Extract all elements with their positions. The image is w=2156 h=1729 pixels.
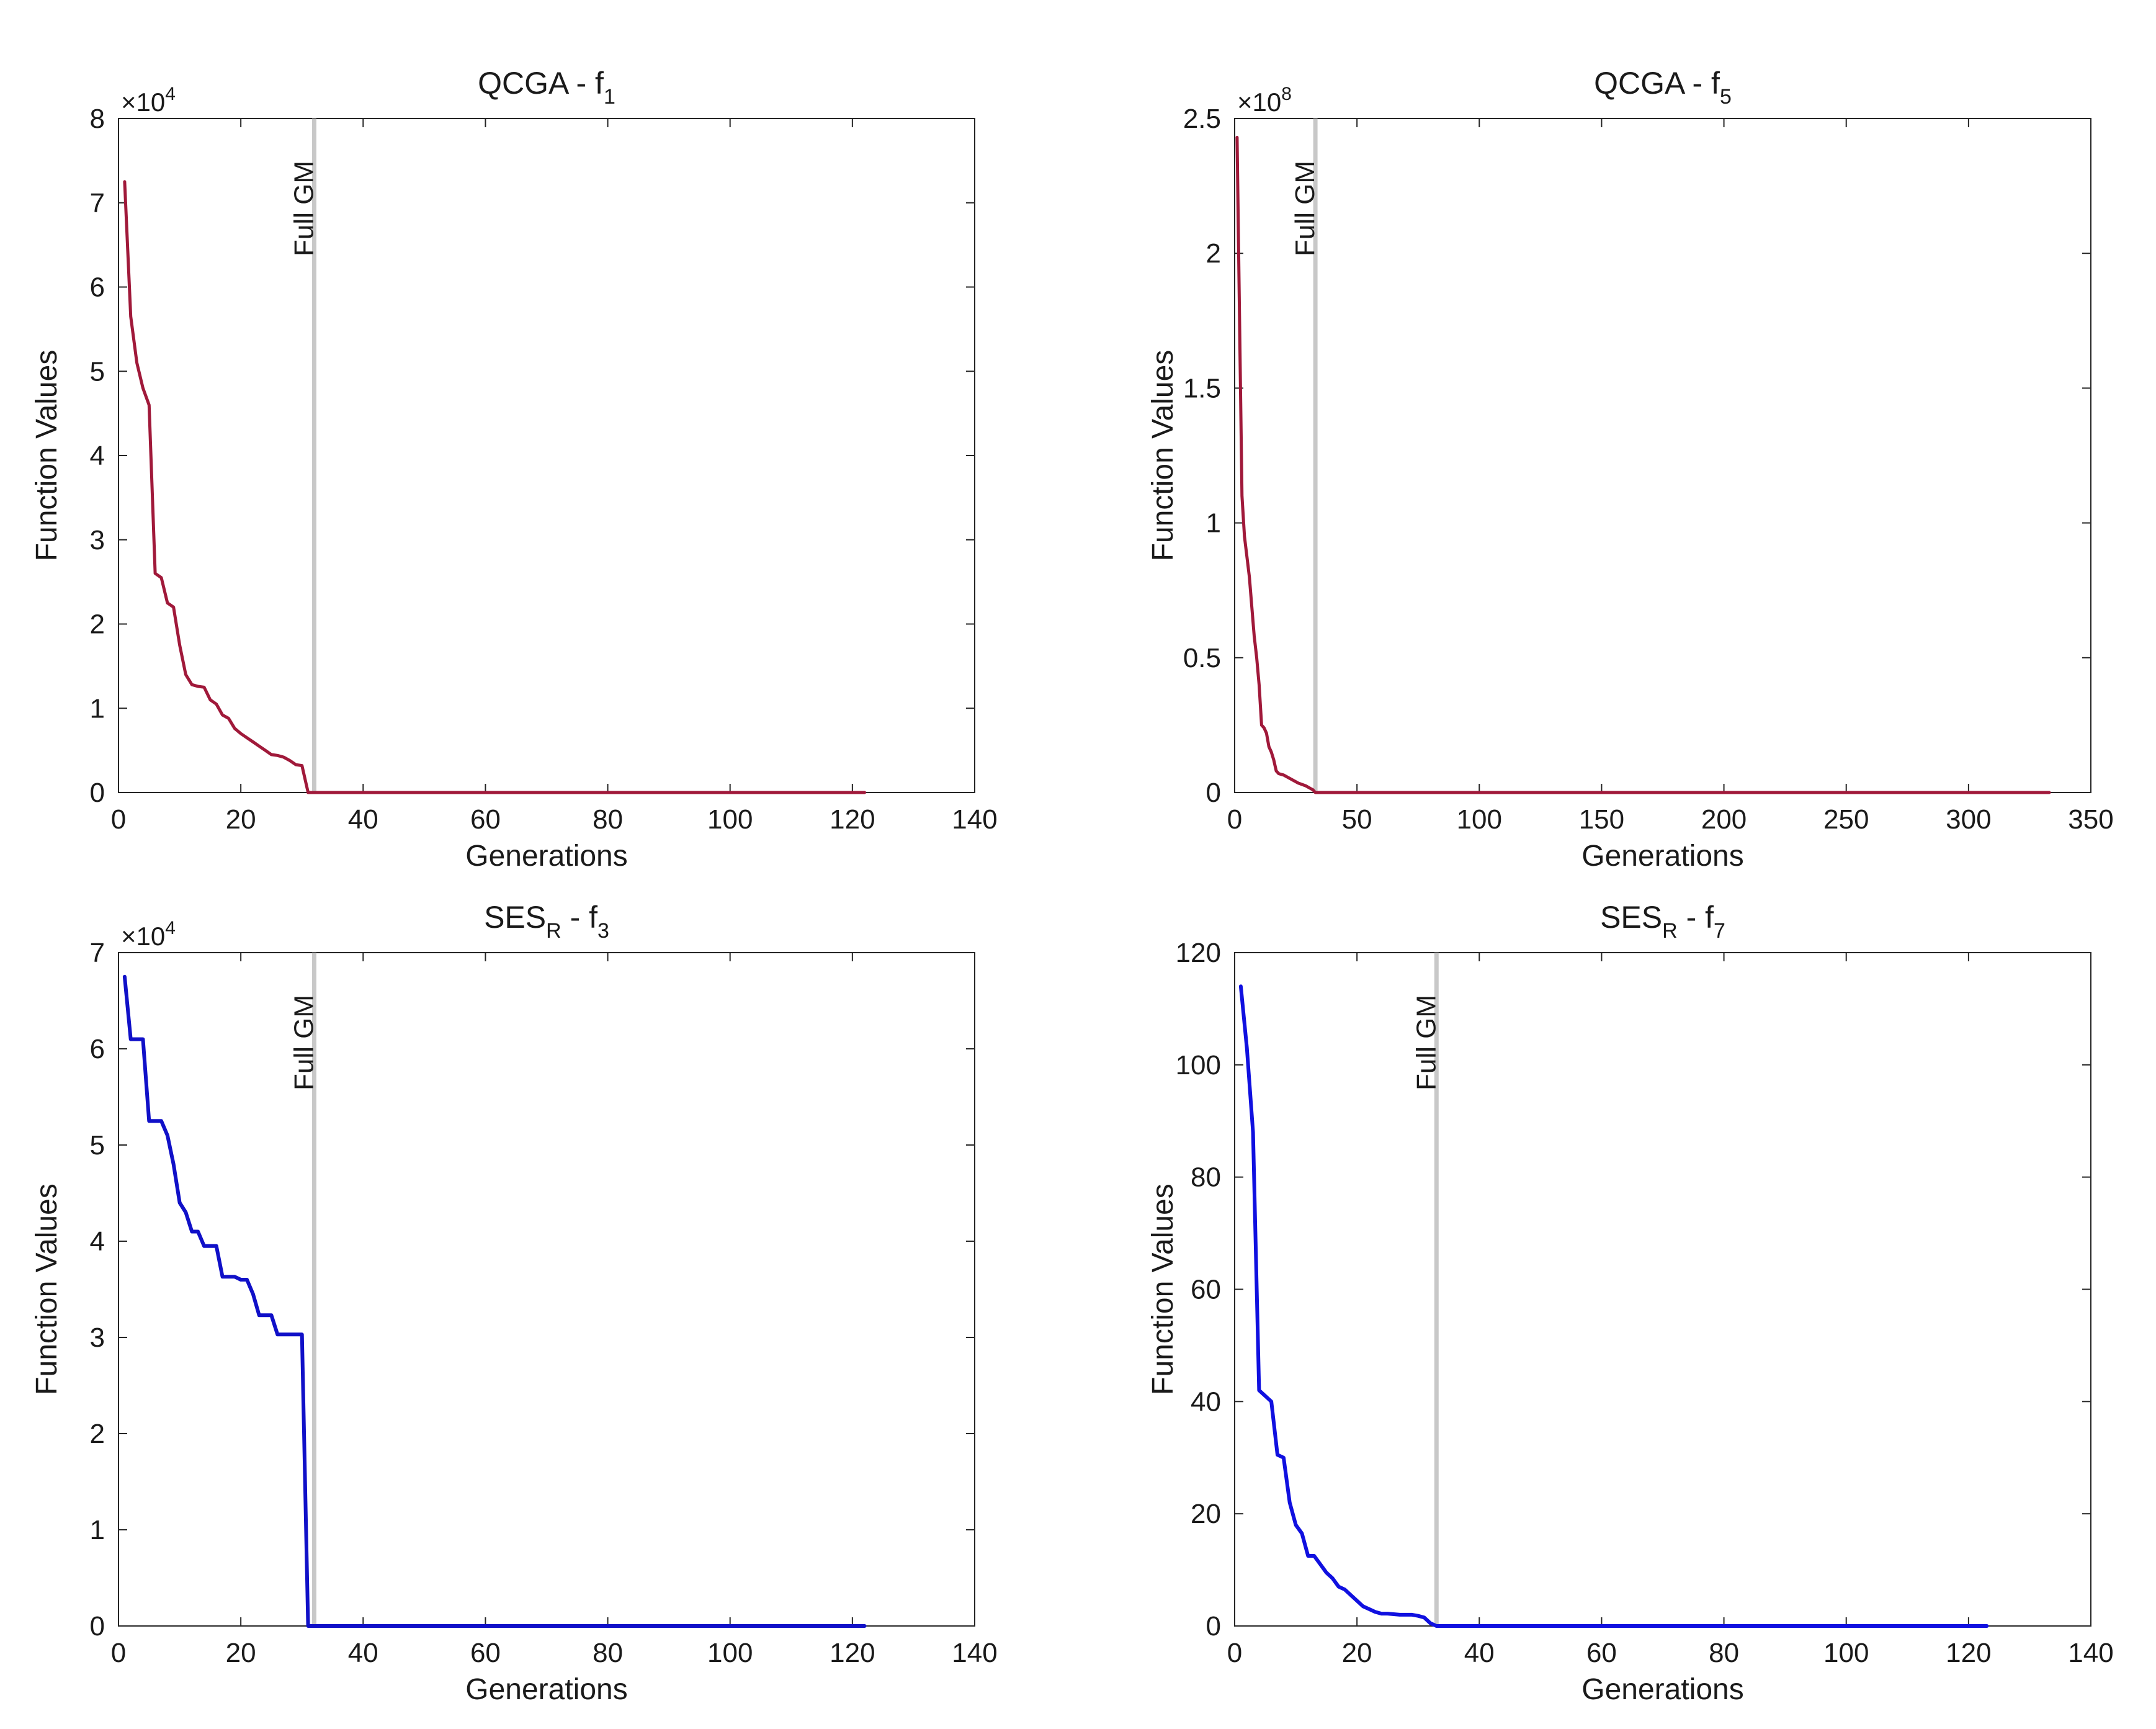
chart-title: SESR - f3 xyxy=(484,900,609,943)
x-tick-label: 80 xyxy=(593,1638,623,1668)
y-tick-label: 100 xyxy=(1176,1050,1221,1080)
y-tick-label: 5 xyxy=(90,356,105,387)
x-tick-label: 120 xyxy=(830,804,875,835)
chart-3: 0 20 40 60 80 100 120 140 0 1 2 3 4 5 6 7 ×104 SESR - f3 G… xyxy=(30,900,998,1706)
x-tick-label: 120 xyxy=(830,1638,875,1668)
x-tick-label: 250 xyxy=(1823,804,1869,835)
y-tick-label: 2 xyxy=(90,1419,105,1449)
series-line-qcga xyxy=(1235,135,2051,794)
full-gm-label: Full GM xyxy=(289,995,319,1090)
y-exponent-label: ×104 xyxy=(121,84,176,117)
x-tick-label: 350 xyxy=(2068,804,2113,835)
y-tick-label: 6 xyxy=(90,272,105,303)
y-tick-label: 3 xyxy=(90,1323,105,1353)
x-tick-label: 60 xyxy=(1586,1638,1617,1668)
x-tick-label: 140 xyxy=(952,804,997,835)
x-tick-label: 50 xyxy=(1342,804,1372,835)
plot-frame xyxy=(118,118,975,793)
chart-title: SESR - f7 xyxy=(1600,900,1725,943)
y-tick-label: 2.5 xyxy=(1183,104,1221,134)
x-tick-label: 300 xyxy=(1946,804,1991,835)
y-tick-label: 4 xyxy=(90,1226,105,1257)
x-tick-label: 60 xyxy=(470,804,501,835)
y-tick-label: 120 xyxy=(1176,938,1221,968)
series-line-ses-r xyxy=(122,974,867,1628)
y-tick-label: 3 xyxy=(90,525,105,555)
x-tick-label: 200 xyxy=(1701,804,1747,835)
y-tick-label: 5 xyxy=(90,1130,105,1161)
chart-4: 0 20 40 60 80 100 120 140 0 20 40 60 80 100 120 SESR - … xyxy=(1147,900,2114,1706)
x-tick-label: 20 xyxy=(226,1638,256,1668)
x-tick-label: 140 xyxy=(2068,1638,2113,1668)
y-axis-label: Function Values xyxy=(1147,1183,1179,1395)
x-tick-label: 100 xyxy=(707,1638,753,1668)
x-axis-label: Generations xyxy=(465,840,628,873)
y-tick-label: 1 xyxy=(90,1515,105,1545)
y-tick-label: 7 xyxy=(90,188,105,218)
y-tick-label: 20 xyxy=(1191,1499,1221,1529)
x-tick-label: 40 xyxy=(1464,1638,1495,1668)
plot-frame xyxy=(1234,118,2091,793)
y-tick-label: 8 xyxy=(90,104,105,134)
series-line-ses-r xyxy=(1238,984,1989,1628)
x-axis-label: Generations xyxy=(465,1673,628,1706)
y-tick-label: 2 xyxy=(1206,238,1221,269)
x-axis-label: Generations xyxy=(1581,840,1744,873)
y-axis-label: Function Values xyxy=(30,1183,63,1395)
y-tick-label: 40 xyxy=(1191,1386,1221,1417)
y-tick-label: 2 xyxy=(90,609,105,640)
x-tick-label: 60 xyxy=(470,1638,501,1668)
plot-frame xyxy=(1234,952,2091,1627)
x-tick-label: 100 xyxy=(1457,804,1502,835)
chart-title: QCGA - f5 xyxy=(1594,66,1732,109)
x-tick-label: 40 xyxy=(348,804,378,835)
x-tick-label: 0 xyxy=(1227,804,1242,835)
x-tick-label: 80 xyxy=(593,804,623,835)
chart-1: 0 20 40 60 80 100 120 140 0 1 2 3 4 5 6 7 8 ×104 QCGA - f1… xyxy=(30,66,998,873)
y-tick-label: 0 xyxy=(90,778,105,808)
x-tick-label: 40 xyxy=(348,1638,378,1668)
x-axis-label: Generations xyxy=(1581,1673,1744,1706)
x-tick-label: 140 xyxy=(952,1638,997,1668)
x-tick-label: 150 xyxy=(1579,804,1624,835)
full-gm-label: Full GM xyxy=(1290,161,1320,256)
series-line-qcga xyxy=(123,180,867,794)
y-exponent-label: ×104 xyxy=(121,918,176,951)
y-tick-label: 1.5 xyxy=(1183,373,1221,403)
y-tick-label: 80 xyxy=(1191,1162,1221,1193)
y-axis-label: Function Values xyxy=(30,350,63,562)
full-gm-label: Full GM xyxy=(289,161,319,256)
y-tick-label: 0.5 xyxy=(1183,643,1221,673)
y-tick-label: 60 xyxy=(1191,1275,1221,1305)
x-tick-label: 80 xyxy=(1709,1638,1739,1668)
y-tick-label: 0 xyxy=(1206,778,1221,808)
x-tick-label: 0 xyxy=(111,804,126,835)
x-tick-label: 20 xyxy=(1342,1638,1372,1668)
y-axis-label: Function Values xyxy=(1147,350,1179,562)
y-tick-label: 1 xyxy=(1206,508,1221,539)
chart-title: QCGA - f1 xyxy=(478,66,615,109)
x-tick-label: 0 xyxy=(111,1638,126,1668)
x-tick-label: 100 xyxy=(707,804,753,835)
chart-2: 0 50 100 150 200 250 300 350 0 0.5 1 1.5 2 2.5 ×108 QCG… xyxy=(1147,66,2114,873)
y-tick-label: 0 xyxy=(90,1611,105,1641)
y-tick-label: 1 xyxy=(90,693,105,724)
y-exponent-label: ×108 xyxy=(1237,84,1292,117)
y-tick-label: 7 xyxy=(90,938,105,968)
x-tick-label: 120 xyxy=(1946,1638,1991,1668)
x-tick-label: 20 xyxy=(226,804,256,835)
y-tick-label: 0 xyxy=(1206,1611,1221,1641)
plot-frame xyxy=(118,952,975,1627)
x-tick-label: 100 xyxy=(1823,1638,1869,1668)
full-gm-label: Full GM xyxy=(1411,995,1441,1090)
x-tick-label: 0 xyxy=(1227,1638,1242,1668)
y-tick-label: 4 xyxy=(90,441,105,471)
y-tick-label: 6 xyxy=(90,1034,105,1064)
